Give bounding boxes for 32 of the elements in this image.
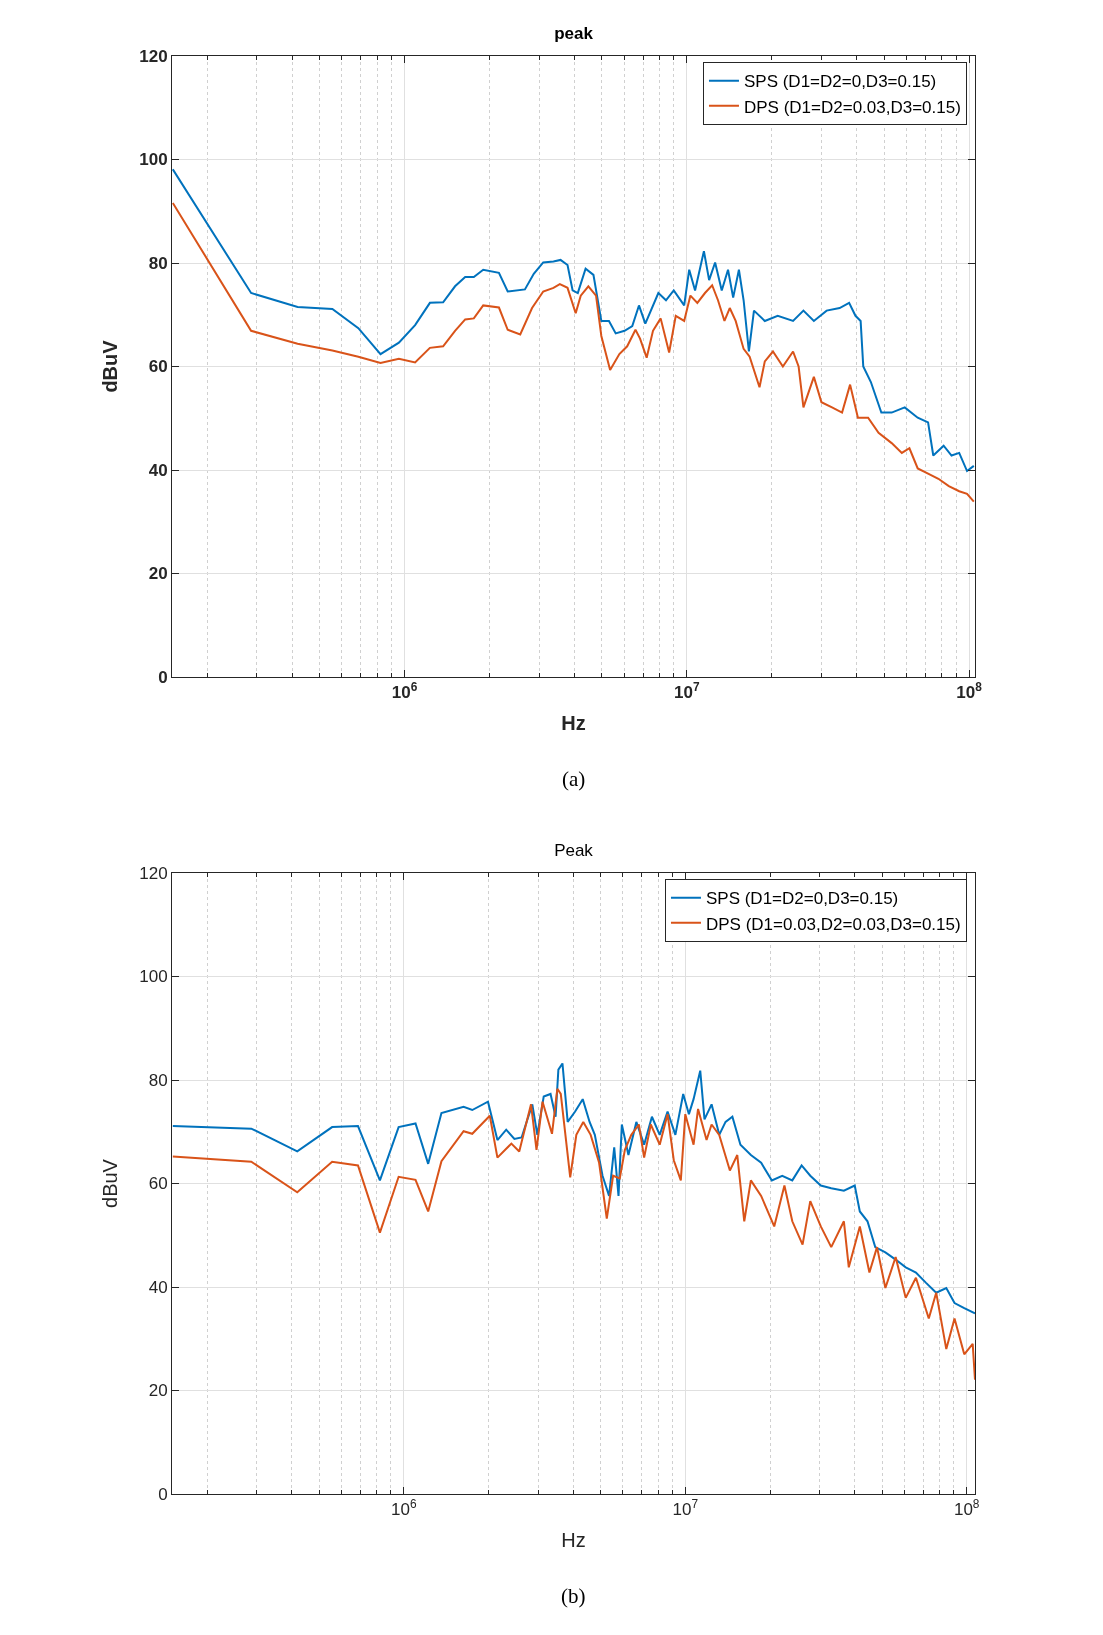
x-tick-label: 10$^{6}$ xyxy=(391,1497,418,1520)
x-tick-label: 10$^{8}$ xyxy=(953,1497,980,1520)
y-tick-label: 40 xyxy=(148,1277,168,1297)
y-tick-label: 60 xyxy=(148,1174,168,1194)
chart-title: peak xyxy=(554,24,594,43)
y-tick-label: 120 xyxy=(139,46,168,66)
legend-label: SPS (D1=D2=0,D3=0.15) xyxy=(705,889,899,909)
y-tick-label: 60 xyxy=(148,357,168,377)
y-tick-label: 20 xyxy=(148,1381,168,1401)
x-tick-label: 10$^{7}$ xyxy=(672,1497,699,1520)
y-tick-label: 80 xyxy=(148,253,168,273)
x-axis-title: Hz xyxy=(561,711,586,734)
y-tick-label: 20 xyxy=(148,564,168,584)
y-tick-label: 120 xyxy=(139,863,168,883)
text: (b) xyxy=(561,1584,586,1608)
text: (a) xyxy=(562,767,586,791)
y-axis-title: dBuV xyxy=(98,1158,121,1208)
x-tick-label: 10$^{6}$ xyxy=(391,680,418,703)
x-axis-title: Hz xyxy=(561,1528,586,1551)
y-tick-label: 0 xyxy=(158,667,168,687)
y-tick-label: 80 xyxy=(148,1070,168,1090)
legend-label: DPS (D1=D2=0.03,D3=0.15) xyxy=(743,97,961,117)
y-tick-label: 40 xyxy=(148,460,168,480)
x-tick-label: 10$^{7}$ xyxy=(674,680,700,703)
y-tick-label: 100 xyxy=(139,967,168,987)
x-tick-label: 10$^{8}$ xyxy=(956,680,983,703)
y-tick-label: 100 xyxy=(139,150,168,170)
chart-title: Peak xyxy=(554,841,594,860)
legend-label: DPS (D1=0.03,D2=0.03,D3=0.15) xyxy=(705,914,961,934)
y-axis-title: dBuV xyxy=(98,339,121,393)
y-tick-label: 0 xyxy=(158,1484,168,1504)
legend-label: SPS (D1=D2=0,D3=0.15) xyxy=(743,72,937,92)
